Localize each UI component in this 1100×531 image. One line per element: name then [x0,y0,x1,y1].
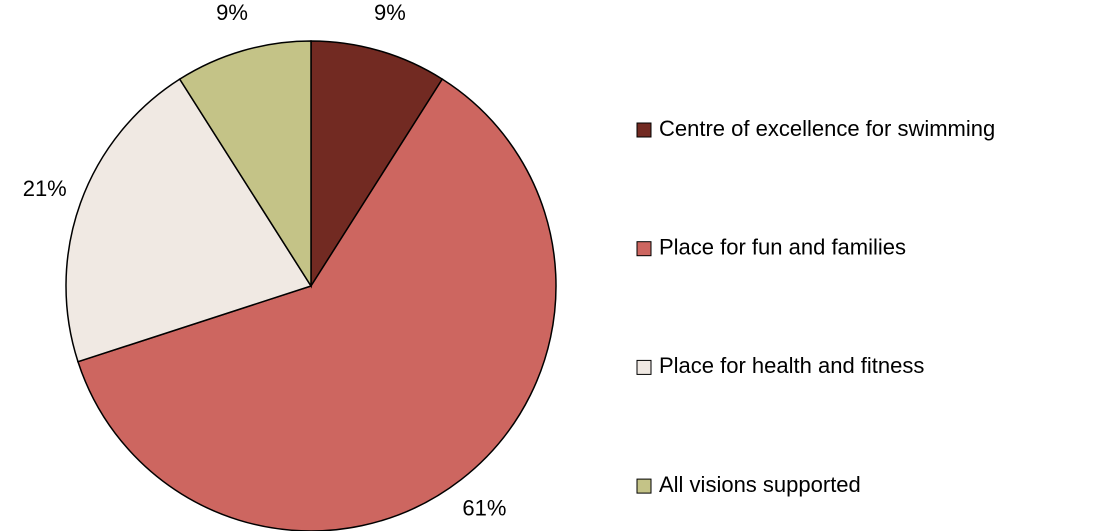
legend-swatch [636,478,652,494]
pie-slice [77,78,557,531]
data-label: 9% [216,0,248,25]
pie-slice [178,40,312,289]
pie-slice [310,40,444,289]
legend-swatch [636,241,652,257]
data-label: 9% [374,0,406,25]
legend-swatch [636,122,652,138]
legend-label: Place for fun and families [659,235,906,260]
data-label: 21% [23,176,67,201]
legend-label: Centre of excellence for swimming [659,116,995,141]
pie-slice [65,78,313,363]
legend-label: All visions supported [659,472,861,497]
data-label: 61% [462,495,506,520]
legend-label: Place for health and fitness [659,353,924,378]
legend-swatch [636,359,652,375]
